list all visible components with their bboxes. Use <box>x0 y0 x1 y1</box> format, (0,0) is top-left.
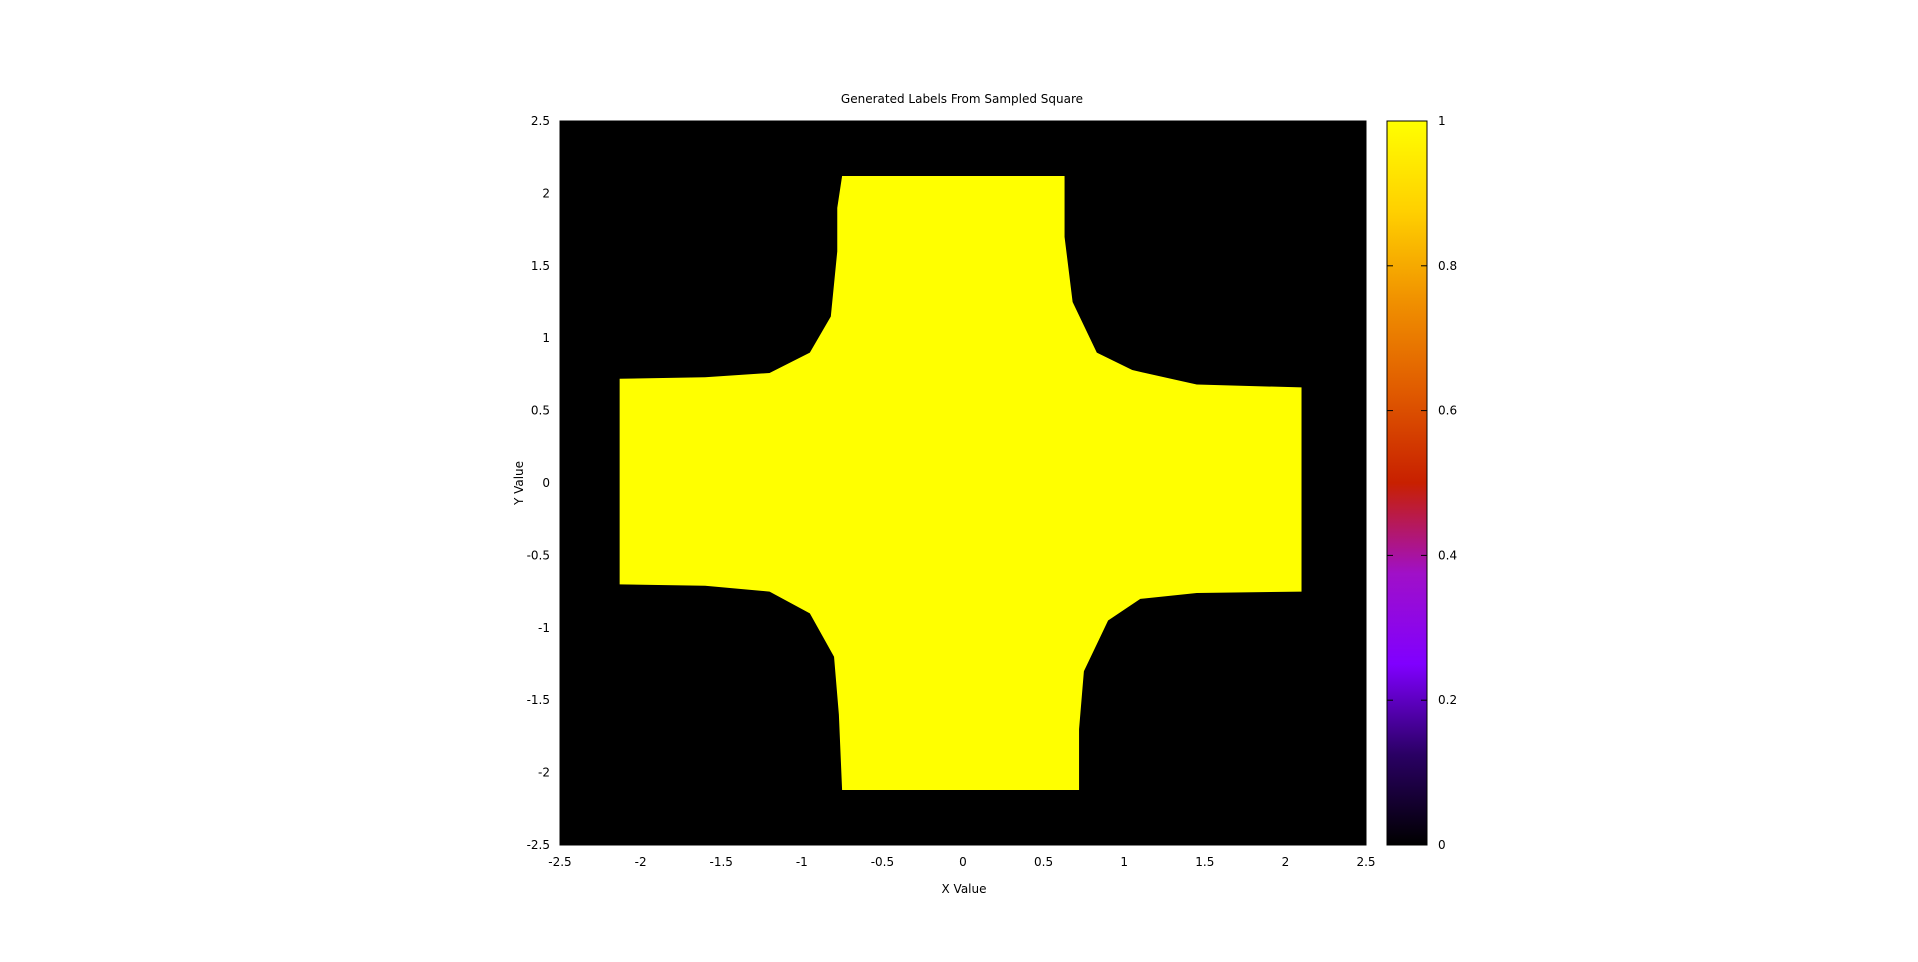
colorbar-tick-label: 0 <box>1438 838 1446 852</box>
y-tick-label: 0 <box>542 476 550 490</box>
y-tick-label: -1 <box>538 621 550 635</box>
label-region <box>619 176 1302 790</box>
colorbar-tick-label: 0.8 <box>1438 259 1457 273</box>
y-tick-label: -1.5 <box>527 693 550 707</box>
y-tick-label: 2.5 <box>531 114 550 128</box>
x-tick-label: 0.5 <box>1034 855 1053 869</box>
colorbar-tick-label: 0.2 <box>1438 693 1457 707</box>
colorbar <box>1386 120 1428 846</box>
y-axis-label: Y Value <box>512 461 526 506</box>
x-tick-label: 1.5 <box>1195 855 1214 869</box>
colorbar-ticks: 0 0.2 0.4 0.6 0.8 1 <box>1387 114 1457 852</box>
colorbar-tick-label: 1 <box>1438 114 1446 128</box>
x-axis-ticks: -2.5 -2 -1.5 -1 -0.5 0 0.5 1 1.5 2 2.5 <box>548 839 1376 869</box>
x-tick-label: 1 <box>1120 855 1128 869</box>
x-tick-label: -1.5 <box>709 855 732 869</box>
x-tick-label: -0.5 <box>871 855 894 869</box>
y-tick-label: 2 <box>542 186 550 200</box>
x-tick-label: -1 <box>796 855 808 869</box>
x-tick-label: 2.5 <box>1356 855 1375 869</box>
y-tick-label: 1.5 <box>531 259 550 273</box>
y-tick-label: -2.5 <box>527 838 550 852</box>
colorbar-tick-label: 0.4 <box>1438 548 1457 562</box>
x-tick-label: 2 <box>1282 855 1290 869</box>
colorbar-tick-label: 0.6 <box>1438 404 1457 418</box>
x-axis-label: X Value <box>942 882 987 896</box>
y-tick-label: 1 <box>542 331 550 345</box>
x-tick-label: -2.5 <box>548 855 571 869</box>
y-axis-ticks: -2.5 -2 -1.5 -1 -0.5 0 0.5 1 1.5 2 2.5 <box>527 114 566 852</box>
chart-title: Generated Labels From Sampled Square <box>841 92 1083 106</box>
y-tick-label: -2 <box>538 766 550 780</box>
x-tick-label: -2 <box>635 855 647 869</box>
y-tick-label: -0.5 <box>527 548 550 562</box>
y-tick-label: 0.5 <box>531 404 550 418</box>
x-tick-label: 0 <box>959 855 967 869</box>
